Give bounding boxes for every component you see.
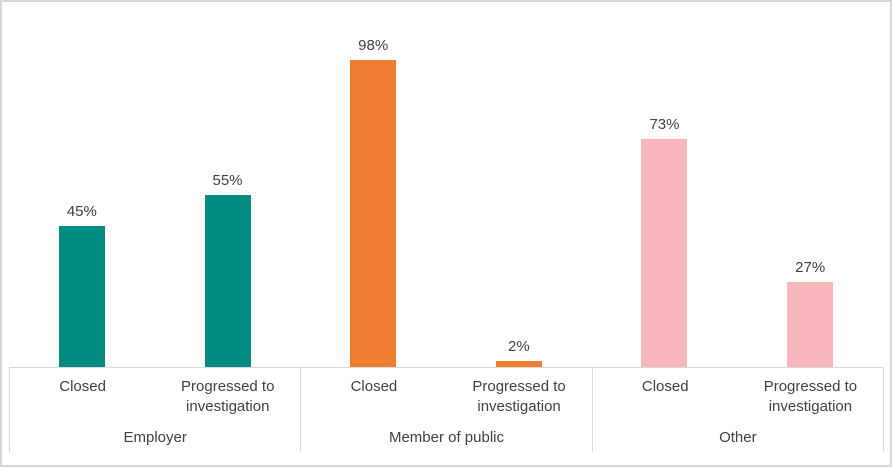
bar — [204, 195, 251, 367]
category-label: Progressed to investigation — [155, 377, 300, 416]
bar-group-2: 73% 27% — [592, 2, 883, 367]
axis-group-cell-1: Closed Progressed to investigation Member … — [300, 368, 591, 452]
bar — [495, 361, 542, 367]
data-label: 2% — [507, 338, 530, 355]
bar-group-0: 45% 55% — [9, 2, 300, 367]
category-label-text: Closed — [59, 378, 106, 395]
data-label: 27% — [795, 259, 826, 276]
bar — [58, 226, 105, 367]
data-label: 55% — [212, 172, 243, 189]
series-label-row: Closed Progressed to investigation — [301, 368, 591, 416]
data-label: 73% — [649, 116, 680, 133]
bar-slot: 27% — [737, 2, 883, 367]
plot-area: 45% 55% 98% 2% 73% 27% — [9, 2, 883, 367]
series-label-row: Closed Progressed to investigation — [593, 368, 883, 416]
category-axis: Closed Progressed to investigation Employe… — [9, 367, 884, 452]
category-label-text: Progressed to investigation — [472, 378, 566, 415]
bar-group-1: 98% 2% — [300, 2, 591, 367]
category-label-text: Closed — [641, 378, 689, 395]
group-label: Other — [719, 429, 757, 446]
category-label-text: Progressed to investigation — [181, 378, 275, 415]
category-label: Closed — [301, 377, 446, 416]
group-label: Employer — [123, 429, 187, 446]
category-label: Closed — [10, 377, 155, 416]
axis-group-cell-0: Closed Progressed to investigation Employe… — [9, 368, 300, 452]
bar — [641, 139, 688, 367]
category-label-text: Closed — [350, 378, 398, 395]
bar — [787, 282, 834, 367]
bar-slot: 2% — [446, 2, 592, 367]
category-label: Progressed to investigation — [447, 377, 592, 416]
bar-slot: 98% — [300, 2, 446, 367]
axis-group-cell-2: Closed Progressed to investigation Other — [591, 368, 884, 452]
bar — [350, 60, 397, 367]
category-label: Closed — [593, 377, 738, 416]
group-label: Member of public — [388, 429, 505, 446]
data-label: 98% — [358, 37, 389, 54]
data-label: 45% — [66, 203, 97, 220]
bar-slot: 73% — [592, 2, 738, 367]
bar-slot: 55% — [155, 2, 301, 367]
category-label: Progressed to investigation — [738, 377, 883, 416]
bar-slot: 45% — [9, 2, 155, 367]
series-label-row: Closed Progressed to investigation — [10, 368, 300, 416]
category-label-text: Progressed to investigation — [763, 378, 858, 415]
